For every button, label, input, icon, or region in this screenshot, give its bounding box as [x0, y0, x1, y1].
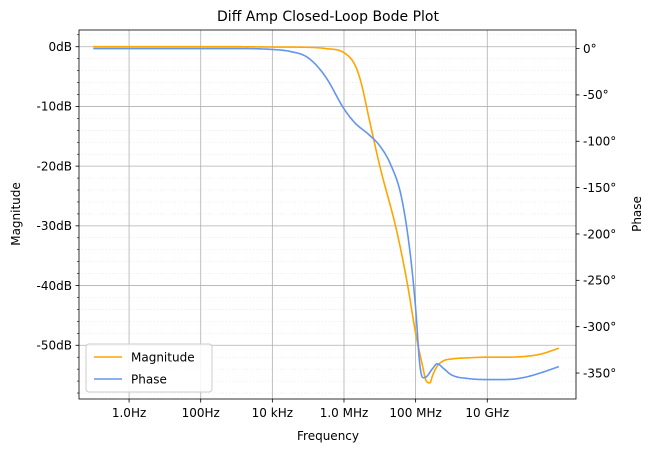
grid	[79, 30, 576, 399]
y-left-tick-label: -20dB	[37, 159, 72, 173]
legend-label-magnitude: Magnitude	[131, 351, 195, 365]
x-tick-label: 1.0Hz	[112, 406, 146, 420]
chart-title: Diff Amp Closed-Loop Bode Plot	[217, 9, 439, 25]
y-right-tick-label: -100°	[583, 135, 616, 149]
y-left-tick-label: -10dB	[37, 100, 72, 114]
y-right-tick-label: -50°	[583, 88, 609, 102]
y-right-tick-label: -250°	[583, 274, 616, 288]
legend: Magnitude Phase	[85, 343, 213, 393]
axes: 0dB -10dB -20dB -30dB -40dB -50dB 1.0Hz 100Hz 10…	[37, 34, 616, 420]
series-lines	[93, 45, 560, 384]
plot-frame	[78, 29, 577, 400]
x-tick-label: 10 kHz	[252, 406, 293, 420]
y-left-tick-label: -50dB	[37, 339, 72, 353]
x-tick-label: 1.0 MHz	[320, 406, 369, 420]
y-left-tick-label: -40dB	[37, 279, 72, 293]
x-tick-label: 100Hz	[182, 406, 220, 420]
y-left-tick-label: -30dB	[37, 219, 72, 233]
series-line-phase	[93, 47, 560, 381]
series-line-magnitude	[93, 45, 560, 384]
y-axis-right-label: Phase	[630, 196, 644, 232]
x-axis-label: Frequency	[297, 429, 359, 443]
y-right-tick-label: -350°	[583, 366, 616, 380]
y-right-tick-label: -300°	[583, 320, 616, 334]
x-tick-label: 100 MHz	[389, 406, 441, 420]
y-right-tick-label: 0°	[583, 42, 597, 56]
legend-box	[85, 343, 213, 393]
y-right-tick-label: -150°	[583, 181, 616, 195]
x-tick-label: 10 GHz	[465, 406, 509, 420]
legend-label-phase: Phase	[131, 373, 167, 387]
y-left-tick-label: 0dB	[49, 40, 72, 54]
y-axis-left-label: Magnitude	[9, 182, 23, 246]
y-right-tick-label: -200°	[583, 227, 616, 241]
